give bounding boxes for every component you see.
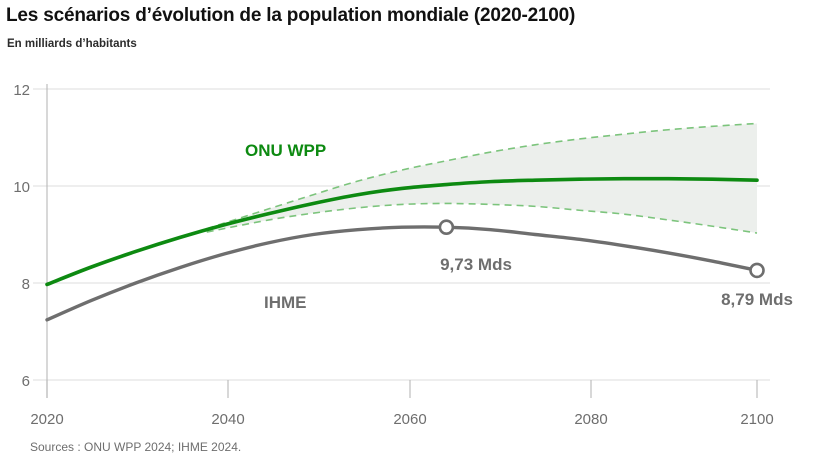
xtick-label-2100: 2100	[740, 411, 773, 428]
chart-subtitle: En milliards d’habitants	[7, 38, 137, 50]
xtick-label-2020: 2020	[30, 411, 63, 428]
series-label-onu: ONU WPP	[245, 141, 326, 160]
series-line-ihme	[45, 225, 759, 322]
ytick-label-12: 12	[13, 82, 30, 99]
onu-band-upper-bound	[206, 122, 758, 230]
series-label-ihme: IHME	[264, 293, 307, 312]
ytick-label-8: 8	[22, 276, 30, 293]
onu-band-lower-bound	[206, 202, 758, 234]
marker-ihme-peak	[438, 219, 455, 236]
ytick-label-10: 10	[13, 179, 30, 196]
xtick-label-2060: 2060	[393, 411, 426, 428]
source-note: Sources : ONU WPP 2024; IHME 2024.	[30, 440, 242, 454]
series-line-onu	[45, 176, 759, 287]
onu-projection-band	[206, 123, 757, 234]
xtick-label-2040: 2040	[211, 411, 244, 428]
xtick-label-2080: 2080	[574, 411, 607, 428]
marker-ihme-end	[749, 262, 765, 279]
annotation-ihme-peak-label: 9,73 Mds	[440, 255, 512, 274]
annotation-ihme-end-label: 8,79 Mds	[721, 290, 793, 309]
x-axis-ticks	[46, 380, 758, 398]
ytick-label-6: 6	[22, 373, 30, 390]
page-title: Les scénarios d’évolution de la populati…	[6, 5, 576, 26]
